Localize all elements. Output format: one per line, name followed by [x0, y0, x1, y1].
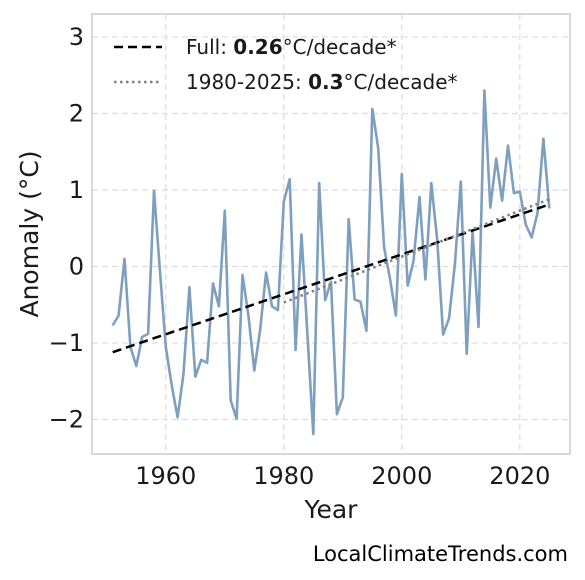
x-tick-label: 2020	[489, 462, 550, 490]
x-tick-label: 1960	[135, 462, 196, 490]
legend-1980-2025-suffix: °C/decade*	[344, 70, 458, 94]
watermark: LocalClimateTrends.com	[313, 542, 568, 566]
y-tick-label: −2	[49, 406, 84, 434]
legend-entry-1980-2025: 1980-2025: 0.3°C/decade*	[186, 70, 458, 94]
legend-full-value: 0.26	[233, 35, 282, 59]
legend-full-suffix: °C/decade*	[283, 35, 397, 59]
legend-entry-full: Full: 0.26°C/decade*	[186, 35, 397, 59]
y-tick-label: −1	[49, 329, 84, 357]
x-tick-label: 1980	[253, 462, 314, 490]
legend-full-prefix: Full:	[186, 35, 233, 59]
y-tick-label: 1	[69, 176, 84, 204]
x-axis-label: Year	[304, 495, 359, 524]
full-trend-line	[112, 203, 550, 354]
plot-frame	[91, 13, 571, 455]
y-tick-label: 3	[69, 23, 84, 51]
series-layer	[111, 89, 551, 436]
legend-1980-2025-value: 0.3	[308, 70, 343, 94]
y-tick-label: 2	[69, 99, 84, 127]
grid-layer	[92, 14, 570, 454]
tick-label-layer: 1960 1980 2000 2020 3 2 1 0 −1 −2	[49, 23, 551, 490]
legend-1980-2025-prefix: 1980-2025:	[186, 70, 308, 94]
legend: Full: 0.26°C/decade* 1980-2025: 0.3°C/de…	[114, 35, 458, 94]
anomaly-series-line	[111, 89, 551, 436]
x-tick-label: 2000	[371, 462, 432, 490]
y-tick-label: 0	[69, 253, 84, 281]
y-axis-label: Anomaly (°C)	[15, 150, 44, 317]
